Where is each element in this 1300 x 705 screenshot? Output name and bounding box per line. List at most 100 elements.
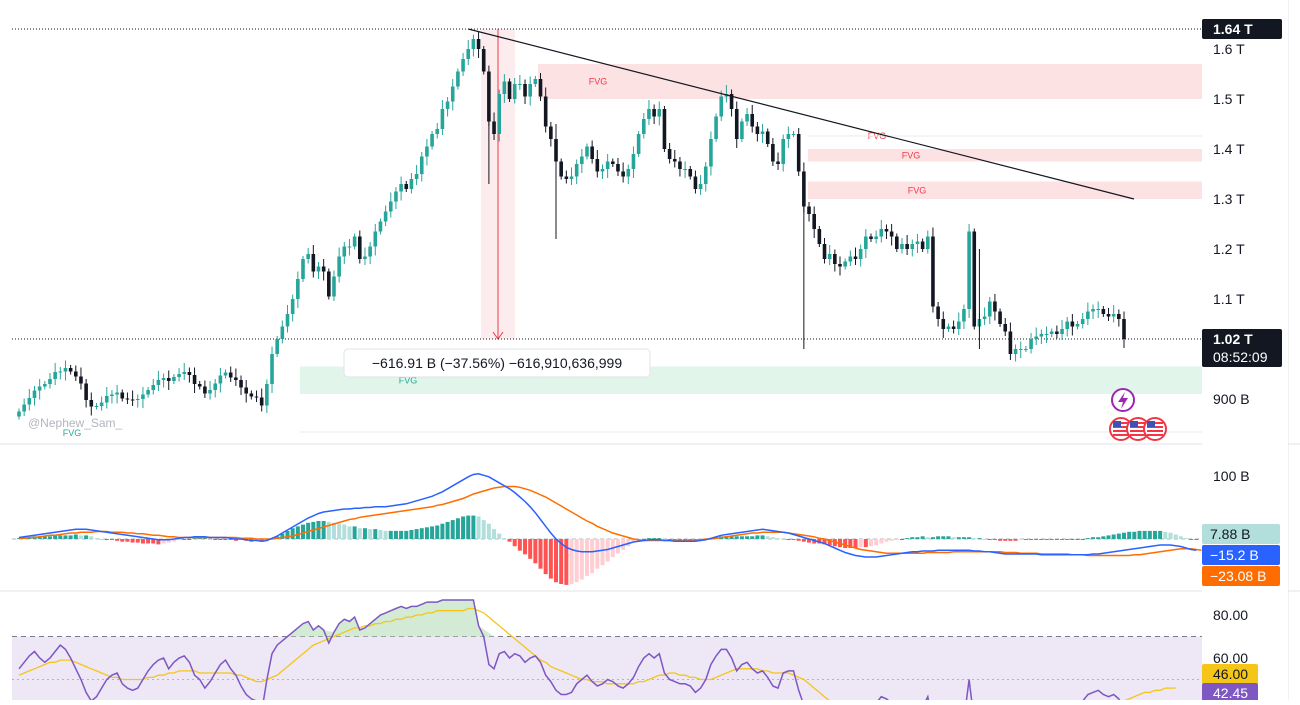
candle-body [729,94,734,109]
macd-histogram-bar [559,539,564,584]
macd-histogram-bar [208,539,213,540]
price-axis-tick: 1.1 T [1213,291,1245,307]
candle-body [197,384,202,387]
candle-body [120,392,125,399]
us-flag-icon[interactable] [1109,417,1133,441]
candle-body [135,399,140,400]
candle-body [487,71,491,122]
macd-histogram-bar [166,539,171,543]
macd-histogram-bar [233,539,238,541]
candle-body [802,171,806,207]
macd-histogram-bar [450,520,455,539]
macd-value-tag [1202,566,1280,586]
candle-body [915,241,920,244]
candle-body [822,244,827,259]
fvg-label: FVG [589,77,608,87]
candle-body [512,84,517,99]
price-tag-label: 1.02 T [1213,331,1253,347]
candle-body [383,211,388,222]
macd-histogram-bar [905,538,910,540]
macd-histogram-bar [352,526,357,539]
macd-histogram-bar [1163,531,1168,539]
fvg-label: FVG [902,150,921,160]
macd-histogram-bar [362,528,367,539]
macd-histogram-bar [388,530,393,539]
macd-histogram-bar [951,537,956,539]
macd-histogram-bar [300,524,305,539]
macd-histogram-bar [357,528,362,539]
macd-histogram-bar [368,529,373,539]
candle-body [239,380,243,388]
macd-histogram-bar [89,536,94,539]
candle-body [910,244,915,249]
us-flag-icon[interactable] [1143,417,1167,441]
candle-body [301,259,305,279]
candle-body [409,179,414,189]
candle-body [99,402,104,406]
macd-histogram-bar [1152,530,1157,539]
candle-body [636,134,641,154]
candle-body [667,149,672,159]
macd-histogram-bar [791,539,796,540]
candle-body [435,129,440,134]
rsi-value-label: 42.45 [1213,685,1248,700]
candle-body [1049,331,1054,334]
macd-histogram-bar [435,525,440,539]
overlay-layer: −616.91 B (−37.56%) −616,910,636,999 [343,348,1167,441]
candle-body [574,164,579,177]
candle-body [404,184,409,189]
macd-histogram-bar [961,537,966,539]
macd-histogram-bar [213,539,218,540]
candle-body [564,176,569,179]
candle-body [796,134,801,172]
macd-histogram-bar [1183,538,1188,540]
candle-body [900,244,904,249]
candle-body [115,392,119,395]
macd-histogram-bar [1023,539,1028,540]
candle-body [414,174,419,179]
macd-histogram-bar [223,539,228,540]
candle-body [208,390,212,394]
lightning-icon[interactable] [1111,388,1135,412]
macd-histogram-bar [424,527,429,539]
macd-histogram-bar [430,526,435,539]
macd-histogram-bar [868,539,873,547]
macd-histogram-bar [739,536,744,539]
candle-body [84,383,88,400]
candle-body [151,385,156,390]
macd-histogram-bar [688,539,693,540]
macd-histogram-bar [1106,535,1111,539]
candle-body [678,161,682,169]
macd-axis-tick: 100 B [1213,468,1250,484]
macd-histogram-bar [941,536,946,539]
macd-histogram-bar [781,539,786,540]
candle-body [786,134,791,139]
candle-body [425,146,429,157]
candle-body [585,146,589,157]
macd-histogram-bar [1194,539,1199,540]
candle-body [987,301,992,317]
macd-histogram-bar [936,536,941,539]
candle-body [1055,331,1059,334]
candle-body [874,236,878,239]
macd-histogram-bar [228,539,233,540]
candle-body [249,393,254,397]
candle-body [688,169,693,177]
candle-body [817,229,822,244]
macd-histogram-bar [192,538,197,540]
candle-body [306,254,310,259]
macd-histogram-bar [579,539,584,580]
trendline[interactable] [468,28,1135,200]
macd-histogram-bar [590,539,595,574]
macd-histogram-bar [326,521,331,539]
macd-histogram-bar [135,539,140,543]
macd-histogram-bar [543,539,548,575]
macd-histogram-bar [290,528,295,539]
macd-histogram-bar [548,539,553,579]
candle-body [394,191,398,202]
candle-body [998,311,1002,324]
candle-body [450,86,455,102]
fvg-label: FVG [908,185,927,195]
